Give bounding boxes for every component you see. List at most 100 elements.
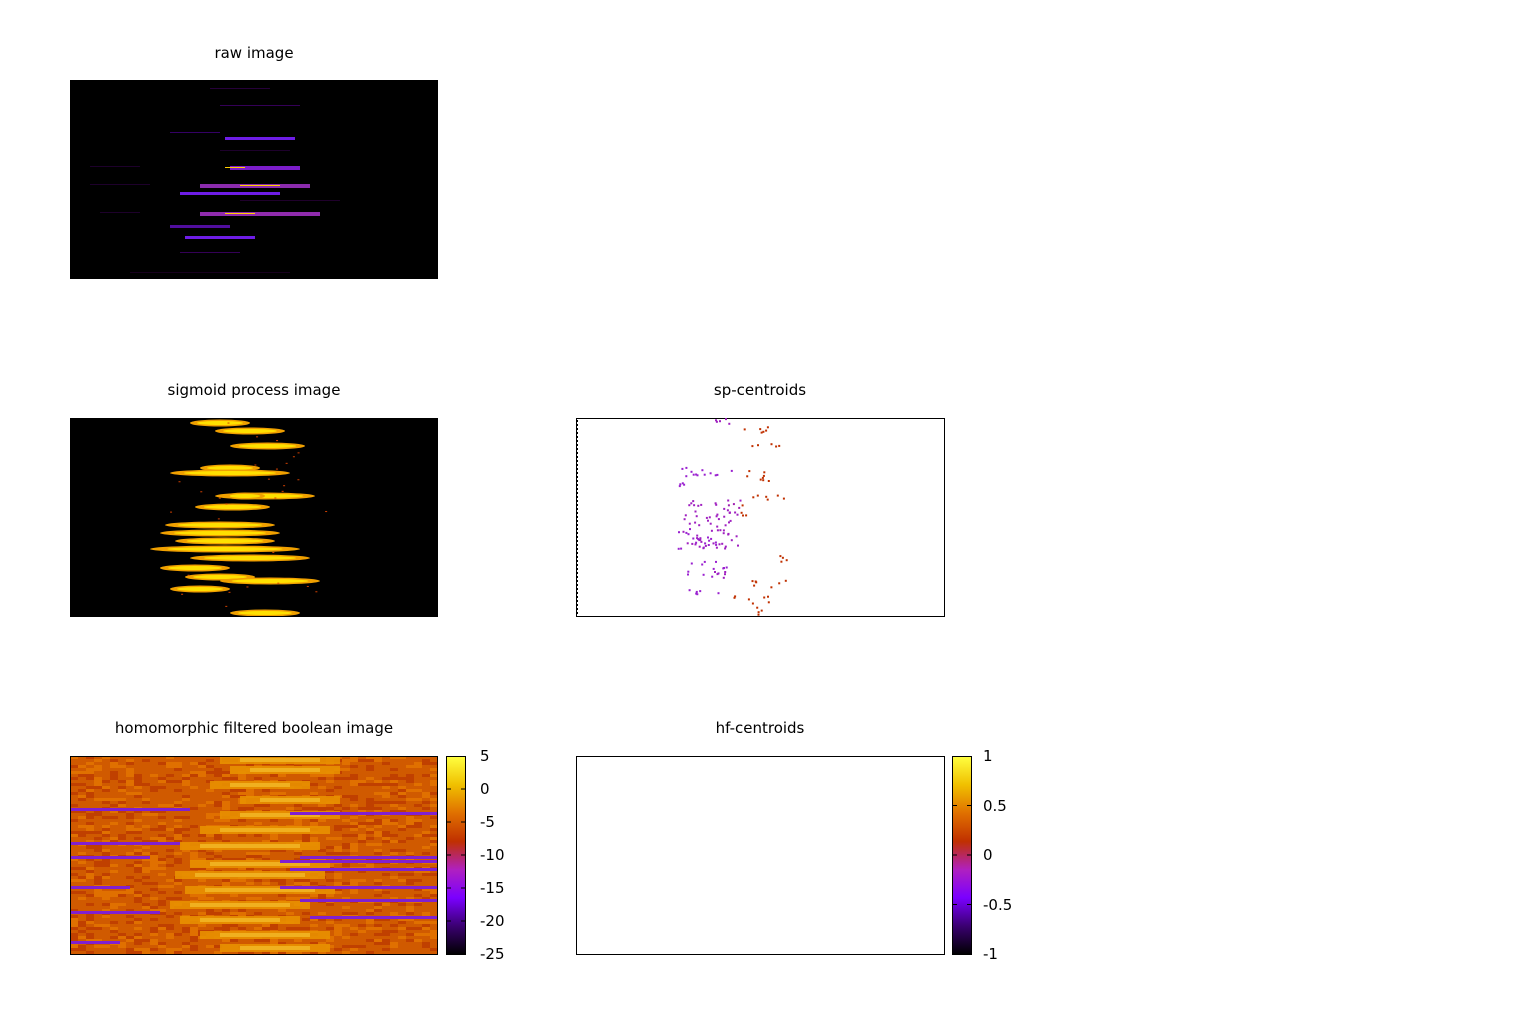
homomorphic-cell [166, 792, 174, 795]
homomorphic-cell [286, 879, 294, 882]
homomorphic-cell [110, 837, 118, 840]
homomorphic-cell [70, 921, 78, 924]
homomorphic-cell [382, 777, 390, 780]
homomorphic-cell [174, 798, 182, 801]
homomorphic-cell [86, 804, 94, 807]
homomorphic-cell [422, 792, 430, 795]
homomorphic-cell [230, 939, 238, 942]
homomorphic-cell [206, 822, 214, 825]
homomorphic-cell [110, 834, 118, 837]
homomorphic-cell [286, 924, 294, 927]
homomorphic-cell [158, 951, 166, 954]
hf-centroids-title: hf-centroids [715, 719, 805, 737]
homomorphic-cell [150, 867, 158, 870]
homomorphic-cell [406, 822, 414, 825]
homomorphic-cell [134, 900, 142, 903]
homomorphic-cell [198, 948, 206, 951]
homomorphic-cell [286, 894, 294, 897]
homomorphic-cell [118, 795, 126, 798]
homomorphic-cell [278, 912, 286, 915]
sp-centroid-point [723, 567, 725, 569]
homomorphic-cell [142, 816, 150, 819]
homomorphic-cell [166, 828, 174, 831]
homomorphic-cell [294, 849, 302, 852]
homomorphic-cell [94, 882, 102, 885]
homomorphic-cell [334, 891, 342, 894]
homomorphic-cell [86, 816, 94, 819]
homomorphic-cell [126, 858, 134, 861]
homomorphic-cell [366, 948, 374, 951]
raw-image-title: raw image [214, 44, 294, 62]
homomorphic-cell [398, 828, 406, 831]
raw-streak [200, 212, 320, 216]
homomorphic-cell [366, 783, 374, 786]
homomorphic-cell [102, 804, 110, 807]
homomorphic-cell [358, 807, 366, 810]
homomorphic-bright-core [240, 946, 310, 950]
homomorphic-cell [398, 924, 406, 927]
homomorphic-cell [358, 894, 366, 897]
homomorphic-cell [230, 849, 238, 852]
homomorphic-cell [430, 933, 438, 936]
homomorphic-cell [382, 765, 390, 768]
homomorphic-cell [270, 909, 278, 912]
sp-centroid-point [785, 559, 788, 562]
homomorphic-cell [262, 792, 270, 795]
homomorphic-cell [222, 804, 230, 807]
homomorphic-cell [350, 810, 358, 813]
homomorphic-cell [414, 786, 422, 789]
homomorphic-cell [398, 816, 406, 819]
homomorphic-cell [166, 777, 174, 780]
homomorphic-cell [70, 786, 78, 789]
homomorphic-cell [230, 867, 238, 870]
homomorphic-cell [374, 783, 382, 786]
homomorphic-cell [126, 840, 134, 843]
homomorphic-cell [270, 897, 278, 900]
homomorphic-cell [134, 780, 142, 783]
homomorphic-cell [366, 786, 374, 789]
homomorphic-cell [78, 879, 86, 882]
homomorphic-cell [166, 945, 174, 948]
homomorphic-cell [342, 825, 350, 828]
homomorphic-cell [174, 768, 182, 771]
homomorphic-cell [366, 798, 374, 801]
homomorphic-cell [214, 756, 222, 759]
homomorphic-cell [414, 795, 422, 798]
homomorphic-cell [150, 813, 158, 816]
homomorphic-cell [134, 879, 142, 882]
sigmoid-speck [285, 462, 288, 464]
homomorphic-cell [78, 783, 86, 786]
homomorphic-cell [94, 846, 102, 849]
raw-streak [130, 272, 290, 273]
sp-centroid-point [727, 499, 730, 502]
homomorphic-cell [70, 771, 78, 774]
sp-centroid-point [715, 515, 718, 518]
homomorphic-cell [222, 819, 230, 822]
homomorphic-cell [238, 852, 246, 855]
homomorphic-cell [358, 870, 366, 873]
homomorphic-cell [158, 894, 166, 897]
homomorphic-cell [278, 807, 286, 810]
homomorphic-cell [118, 789, 126, 792]
homomorphic-cell [238, 867, 246, 870]
homomorphic-cell [222, 951, 230, 954]
homomorphic-cell [358, 903, 366, 906]
homomorphic-cell [118, 909, 126, 912]
homomorphic-cell [110, 849, 118, 852]
homomorphic-bright-core [230, 783, 290, 787]
homomorphic-cell [398, 849, 406, 852]
homomorphic-cell [406, 774, 414, 777]
homomorphic-cell [118, 915, 126, 918]
homomorphic-cell [406, 843, 414, 846]
homomorphic-cell [102, 870, 110, 873]
homomorphic-bright-core [200, 844, 300, 848]
homomorphic-cell [222, 909, 230, 912]
homomorphic-cell [150, 822, 158, 825]
sp-axis-point [576, 472, 578, 474]
sp-centroid-point [695, 592, 698, 595]
homomorphic-cell [254, 804, 262, 807]
homomorphic-cell [422, 894, 430, 897]
homomorphic-cell [94, 951, 102, 954]
homomorphic-cell [86, 903, 94, 906]
homomorphic-cell [406, 894, 414, 897]
